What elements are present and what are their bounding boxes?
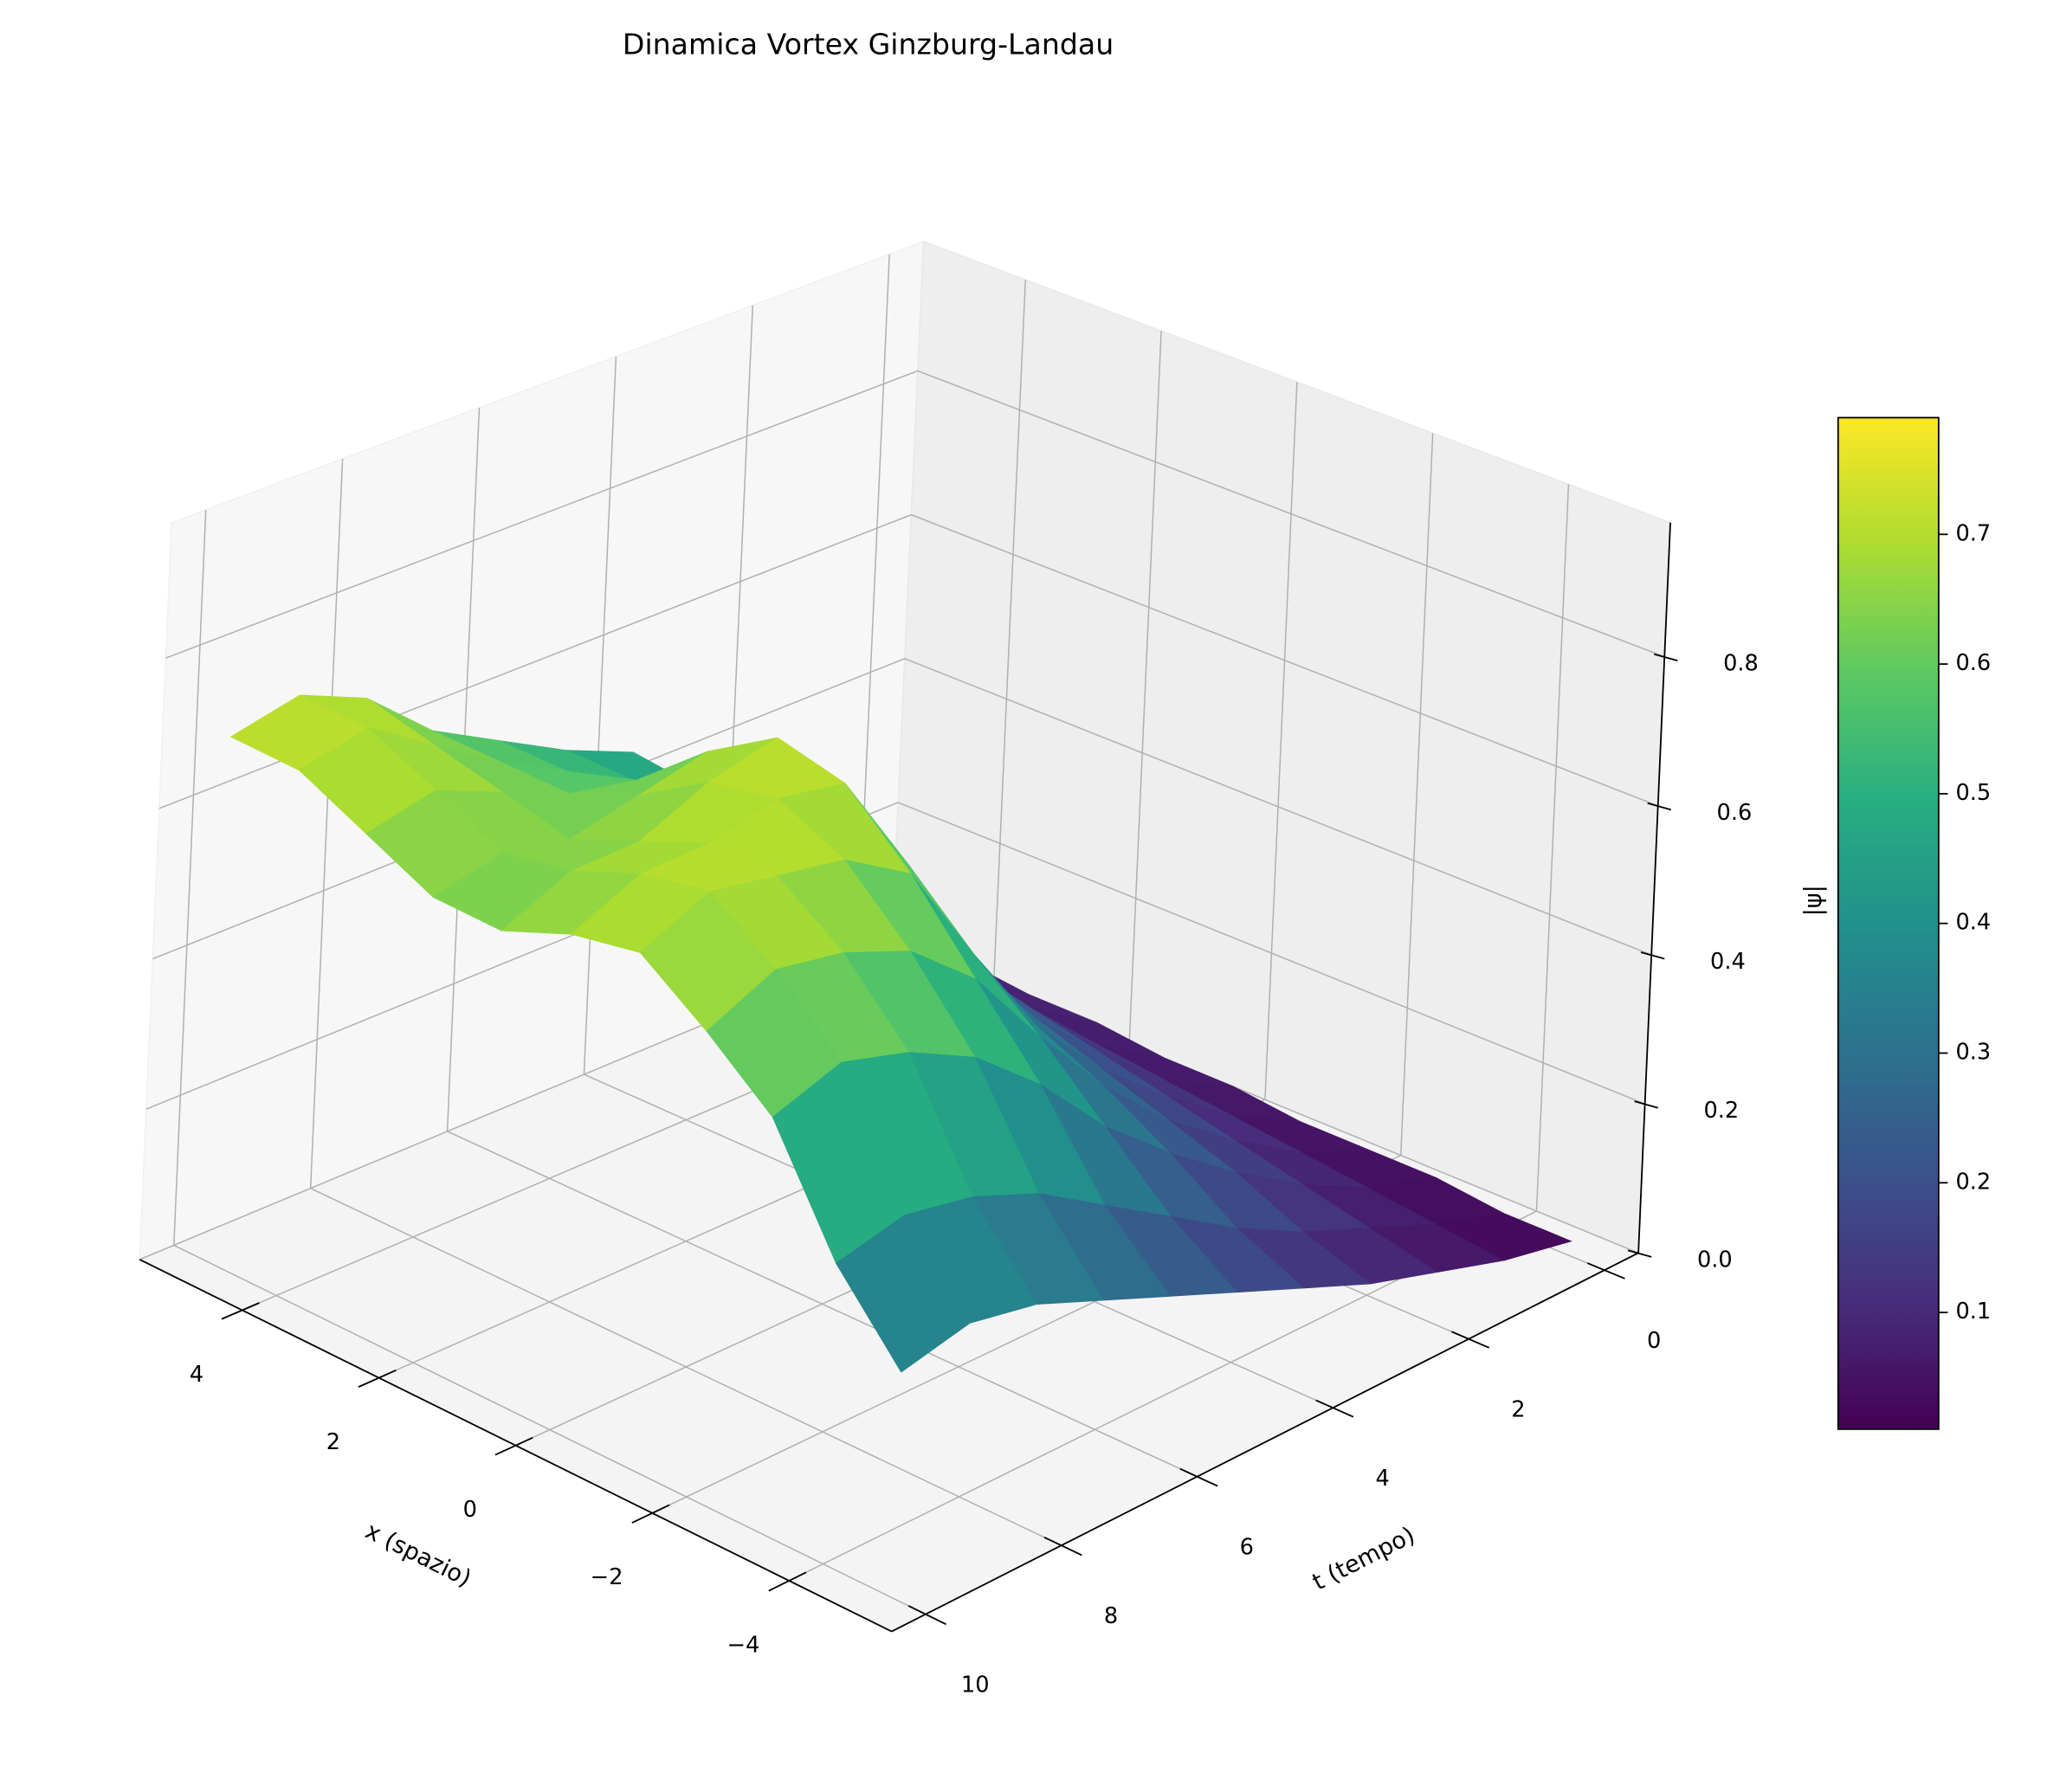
colorbar-tick-label: 0.4 [1955, 910, 1991, 936]
z-tick [1640, 951, 1665, 960]
z-tick-label: 0.0 [1697, 1247, 1733, 1273]
colorbar-label: |ψ| [1800, 885, 1827, 916]
grid-line [447, 1131, 1198, 1478]
colorbar-tick-label: 0.3 [1955, 1039, 1991, 1065]
grid-line [911, 513, 1658, 807]
grid-line [173, 510, 207, 1246]
grid-line [165, 370, 919, 659]
y-tick-label: 4 [1375, 1466, 1389, 1492]
y-tick-label: 8 [1104, 1603, 1118, 1629]
z-tick [1627, 1249, 1652, 1258]
chart-title: Dinamica Vortex Ginzburg-Landau [623, 27, 1114, 61]
grid-line [583, 356, 617, 1075]
z-tick [1647, 802, 1672, 811]
x-tick [768, 1571, 807, 1592]
x-axis-label: x (spazio) [361, 1518, 475, 1593]
grid-line [1128, 331, 1162, 1044]
z-tick-label: 0.2 [1703, 1098, 1739, 1124]
z-axis-line [1637, 522, 1671, 1254]
grid-line [173, 1244, 927, 1615]
y-axis-label: t (tempo) [1308, 1522, 1419, 1596]
grid-line [310, 1187, 1062, 1546]
colorbar [1837, 416, 1940, 1430]
y-axis-line [891, 1252, 1639, 1633]
x-tick-label: 2 [326, 1429, 340, 1455]
grid-line [1264, 382, 1298, 1100]
grid-line [1399, 433, 1434, 1156]
grid-line [897, 802, 1645, 1105]
z-tick-label: 0.8 [1723, 651, 1759, 677]
x-tick [494, 1436, 533, 1456]
y-tick [1179, 1467, 1218, 1487]
z-tick-label: 0.4 [1710, 949, 1746, 975]
grid-line [917, 370, 1665, 658]
y-tick [1451, 1331, 1490, 1349]
y-tick [907, 1605, 947, 1626]
x-tick-label: −2 [591, 1564, 623, 1590]
z-tick [1653, 653, 1678, 662]
colorbar-tick-label: 0.7 [1955, 520, 1991, 546]
x-tick [358, 1370, 397, 1388]
y-tick-label: 10 [961, 1673, 990, 1699]
colorbar-tick-label: 0.6 [1955, 650, 1991, 676]
grid-line [904, 658, 1652, 956]
x-tick-label: −4 [727, 1632, 760, 1658]
y-tick [1586, 1262, 1625, 1280]
x-tick [631, 1504, 670, 1524]
x-tick-label: 4 [190, 1362, 203, 1388]
z-tick-label: 0.6 [1717, 800, 1753, 826]
y-tick-label: 2 [1511, 1397, 1525, 1423]
surface-cell [836, 1215, 971, 1373]
grid-line [309, 458, 344, 1189]
colorbar-tick-label: 0.5 [1955, 780, 1991, 806]
z-tick [1634, 1100, 1658, 1109]
colorbar-tick-label: 0.2 [1955, 1169, 1991, 1195]
grid-line [992, 280, 1027, 989]
y-tick-label: 6 [1240, 1535, 1254, 1561]
colorbar-tick-label: 0.1 [1955, 1299, 1991, 1325]
y-tick [1315, 1399, 1354, 1418]
y-tick-label: 0 [1647, 1328, 1661, 1354]
x-tick [221, 1302, 260, 1320]
x-tick-label: 0 [463, 1497, 477, 1523]
y-tick [1043, 1536, 1082, 1557]
grid-line [1535, 484, 1570, 1212]
